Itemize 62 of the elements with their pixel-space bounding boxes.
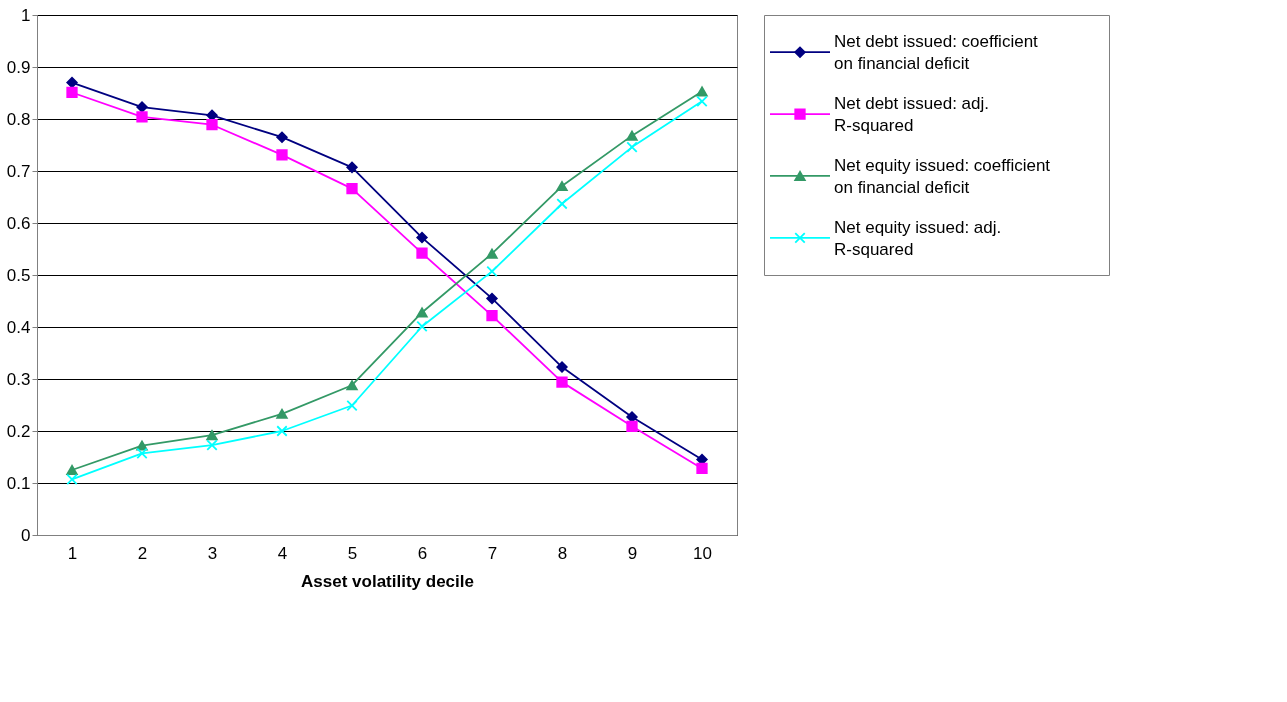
y-tick-label: 0.8 — [6, 109, 31, 129]
point — [416, 231, 428, 244]
point — [66, 473, 78, 485]
point — [276, 131, 288, 143]
x-tick-label: 9 — [627, 543, 638, 563]
point — [486, 292, 498, 305]
point — [206, 439, 218, 451]
y-tick-label: 0.6 — [6, 213, 31, 233]
point — [556, 376, 568, 388]
point — [556, 181, 568, 192]
point — [136, 111, 148, 123]
point — [416, 307, 428, 318]
point — [136, 447, 148, 459]
x-tick-label: 6 — [417, 543, 428, 563]
x-tick-label: 1 — [67, 543, 78, 563]
point — [276, 408, 288, 419]
y-tick-label: 0.9 — [6, 57, 31, 77]
point — [626, 130, 638, 141]
x-axis-title: Asset volatility decile — [301, 571, 474, 591]
x-tick-label: 2 — [137, 543, 148, 563]
x-tick-label: 5 — [347, 543, 358, 563]
x-tick-label: 8 — [557, 543, 568, 563]
point — [696, 95, 708, 107]
y-tick-label: 0.5 — [6, 265, 31, 285]
point — [66, 464, 78, 476]
y-tick-label: 0 — [21, 525, 31, 545]
legend-label: Net debt issued: adj. R-squared — [834, 94, 989, 136]
point — [416, 320, 428, 333]
y-tick-label: 0.3 — [6, 369, 31, 389]
point — [206, 119, 218, 131]
y-tick-label: 1 — [21, 5, 31, 25]
x-tick-label: 4 — [277, 543, 288, 563]
point — [626, 420, 638, 432]
point — [486, 248, 498, 259]
point — [346, 161, 358, 173]
point — [626, 141, 638, 153]
point — [136, 101, 148, 113]
point — [346, 380, 358, 391]
x-tick-label: 7 — [487, 543, 498, 563]
x-tick-label: 3 — [207, 543, 218, 563]
y-tick-label: 0.4 — [6, 317, 31, 337]
point — [486, 265, 498, 277]
legend-label: Net equity issued: coefficient on financial deficit — [834, 155, 1051, 197]
point — [486, 309, 498, 322]
y-tick-label: 0.2 — [6, 421, 31, 441]
x-tick-label: 10 — [693, 543, 712, 563]
point — [346, 399, 358, 412]
legend-label: Net debt issued: coefficient on financial deficit — [834, 32, 1039, 74]
point — [556, 198, 568, 210]
point — [206, 430, 218, 441]
y-tick-label: 0.1 — [6, 473, 31, 493]
point — [276, 149, 288, 161]
point — [136, 440, 148, 451]
point — [276, 425, 288, 437]
point — [66, 86, 78, 99]
point — [556, 361, 568, 373]
y-tick-label: 0.7 — [6, 161, 31, 181]
point — [696, 462, 708, 475]
point — [346, 183, 358, 195]
legend-label: Net equity issued: adj. R-squared — [834, 217, 1002, 259]
point — [696, 86, 708, 97]
point — [416, 247, 428, 259]
